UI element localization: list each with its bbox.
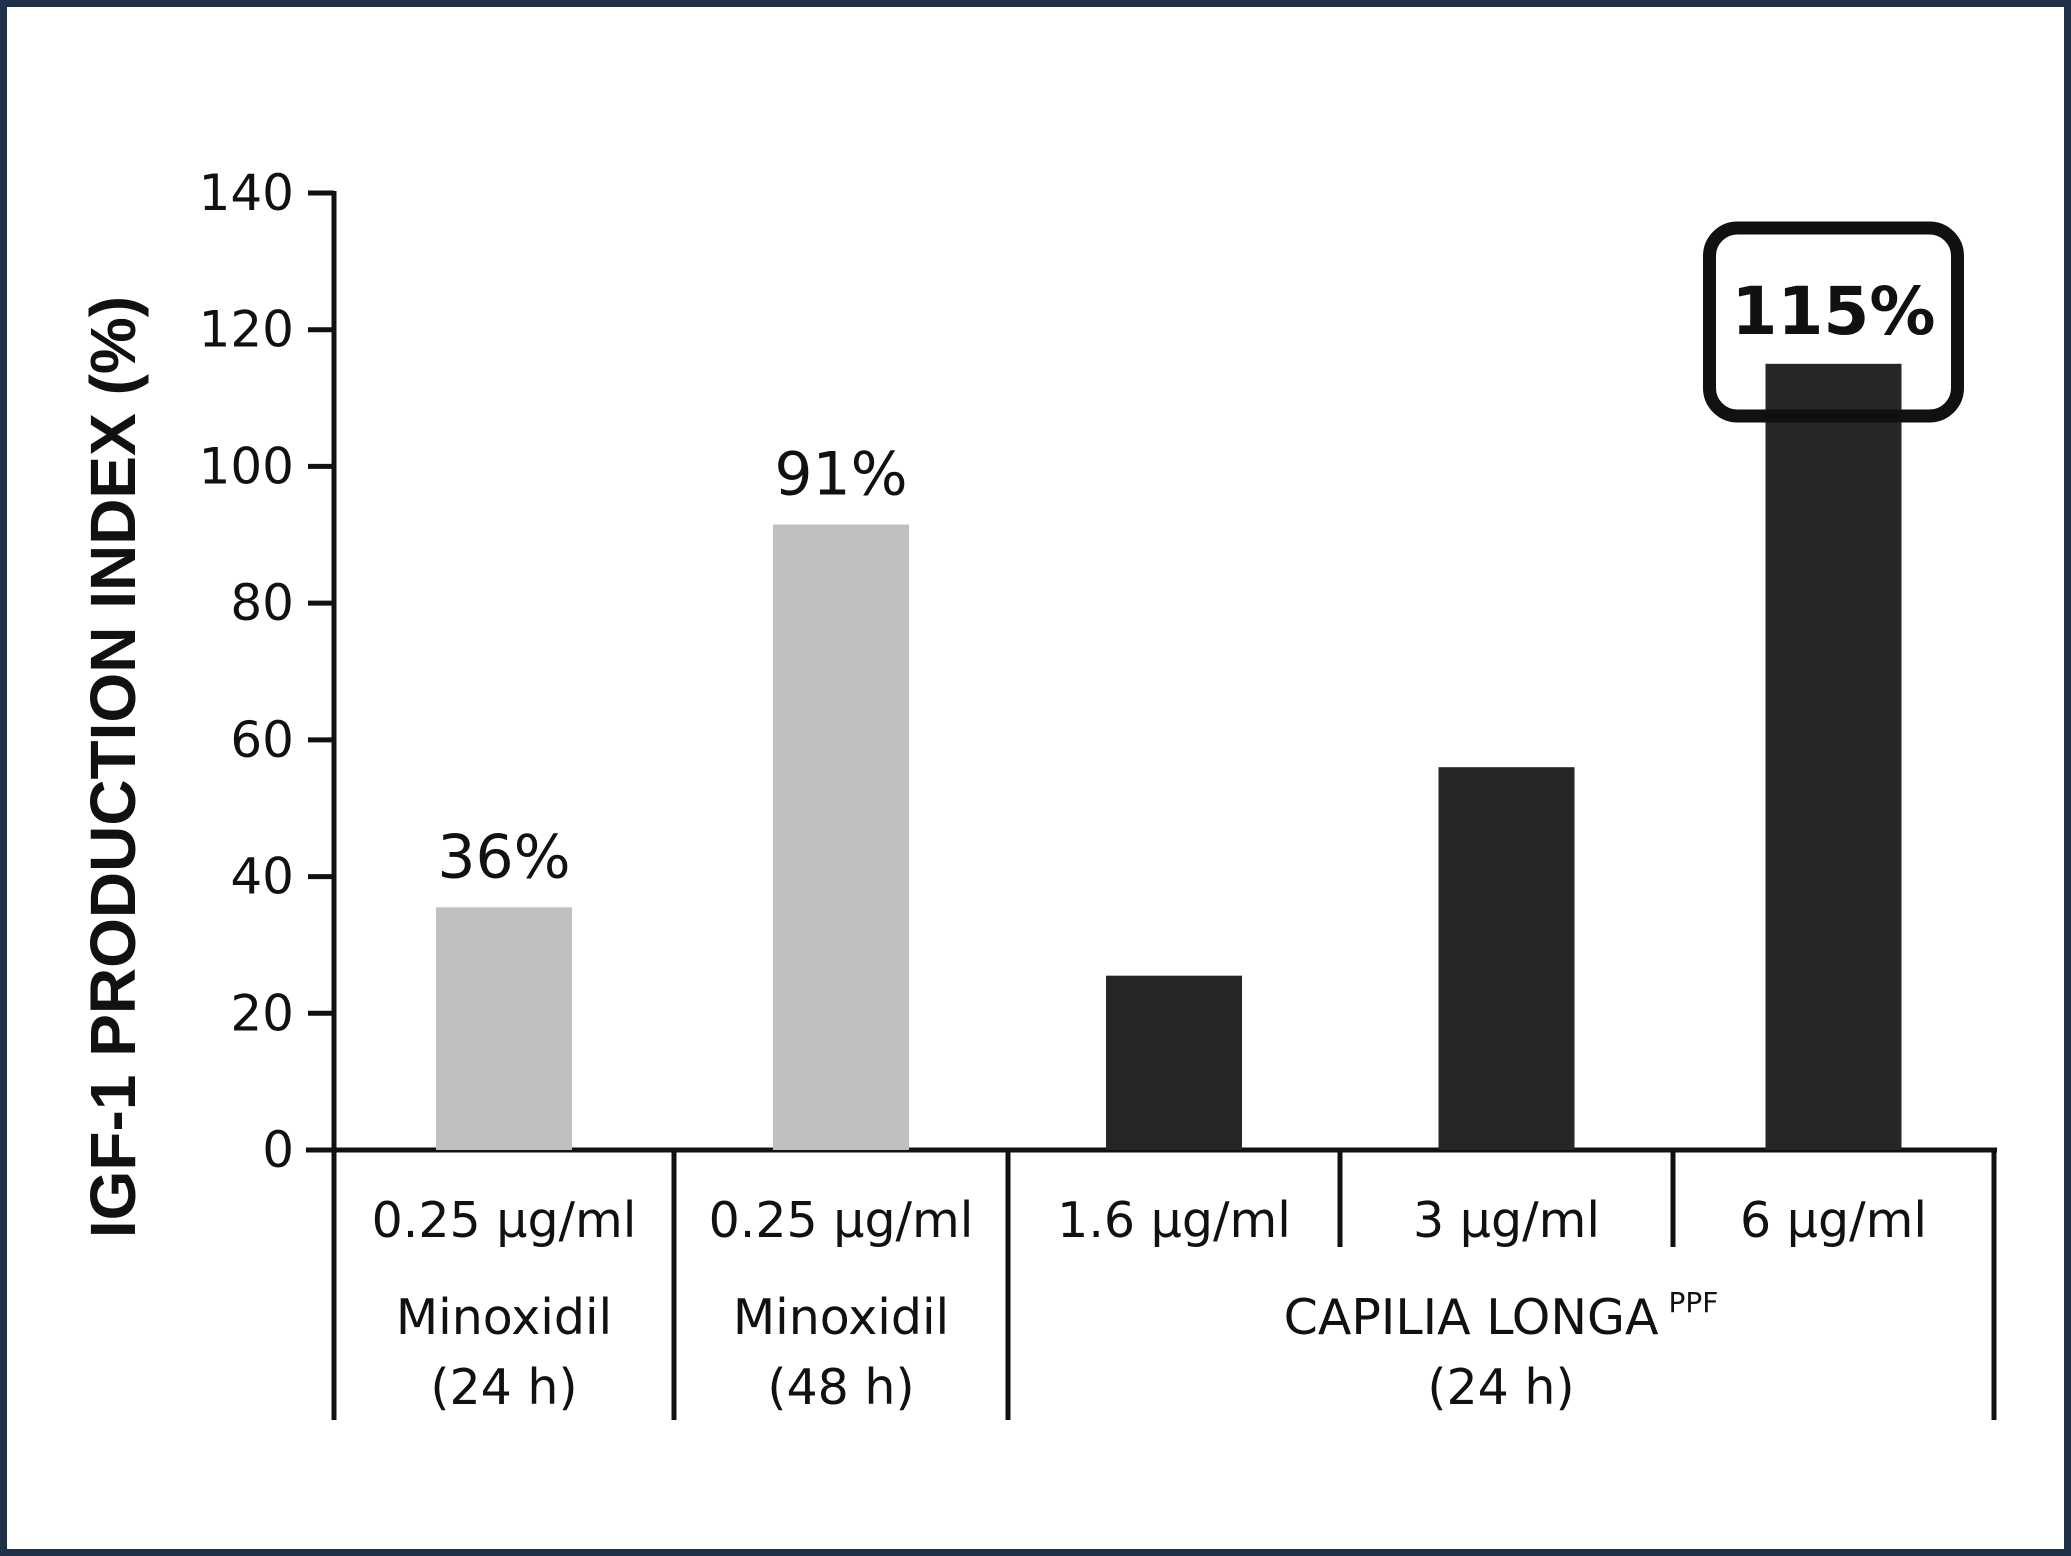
bar-5 xyxy=(1765,363,1902,1151)
group-label-line2: (24 h) xyxy=(1427,1359,1574,1416)
bars xyxy=(436,363,1902,1151)
bar-4 xyxy=(1438,767,1575,1150)
axes: 0 20 40 60 80 100 120 140 xyxy=(199,164,1997,1420)
y-tick-label: 80 xyxy=(230,574,294,632)
y-axis-label: IGF-1 PRODUCTION INDEX (%) xyxy=(77,296,149,1238)
y-tick-label: 100 xyxy=(199,437,294,495)
labels: 0.25 µg/ml 36% 0.25 µg/ml 91% 1.6 µg/ml 3 µg/… xyxy=(372,221,1964,1416)
group-label-line2: (48 h) xyxy=(767,1359,914,1416)
bar-1 xyxy=(436,907,572,1150)
y-tick-label: 0 xyxy=(262,1121,294,1179)
bar-top-overlay xyxy=(1765,363,1902,414)
dose-label: 1.6 µg/ml xyxy=(1057,1192,1291,1249)
dose-label: 3 µg/ml xyxy=(1413,1192,1600,1249)
bar-3 xyxy=(1106,975,1242,1150)
highlight-box xyxy=(1703,221,1964,423)
group-label-line1: Minoxidil xyxy=(733,1289,949,1346)
value-label: 36% xyxy=(437,822,570,892)
y-tick-label: 20 xyxy=(230,984,294,1042)
dose-label: 0.25 µg/ml xyxy=(372,1192,637,1249)
group-label-line1: CAPILIA LONGA PPF xyxy=(1284,1286,1719,1346)
superscript: PPF xyxy=(1668,1286,1718,1319)
value-label: 91% xyxy=(774,440,907,510)
dose-label: 6 µg/ml xyxy=(1740,1192,1927,1249)
value-label: 115% xyxy=(1732,273,1936,350)
y-tick-label: 120 xyxy=(199,301,294,359)
bar-2 xyxy=(773,524,909,1150)
dose-label: 0.25 µg/ml xyxy=(709,1192,974,1249)
group-label-line1: Minoxidil xyxy=(396,1289,612,1346)
y-tick-label: 140 xyxy=(199,164,294,222)
y-tick-label: 60 xyxy=(230,711,294,769)
y-tick-label: 40 xyxy=(230,848,294,906)
group-label-line2: (24 h) xyxy=(430,1359,577,1416)
